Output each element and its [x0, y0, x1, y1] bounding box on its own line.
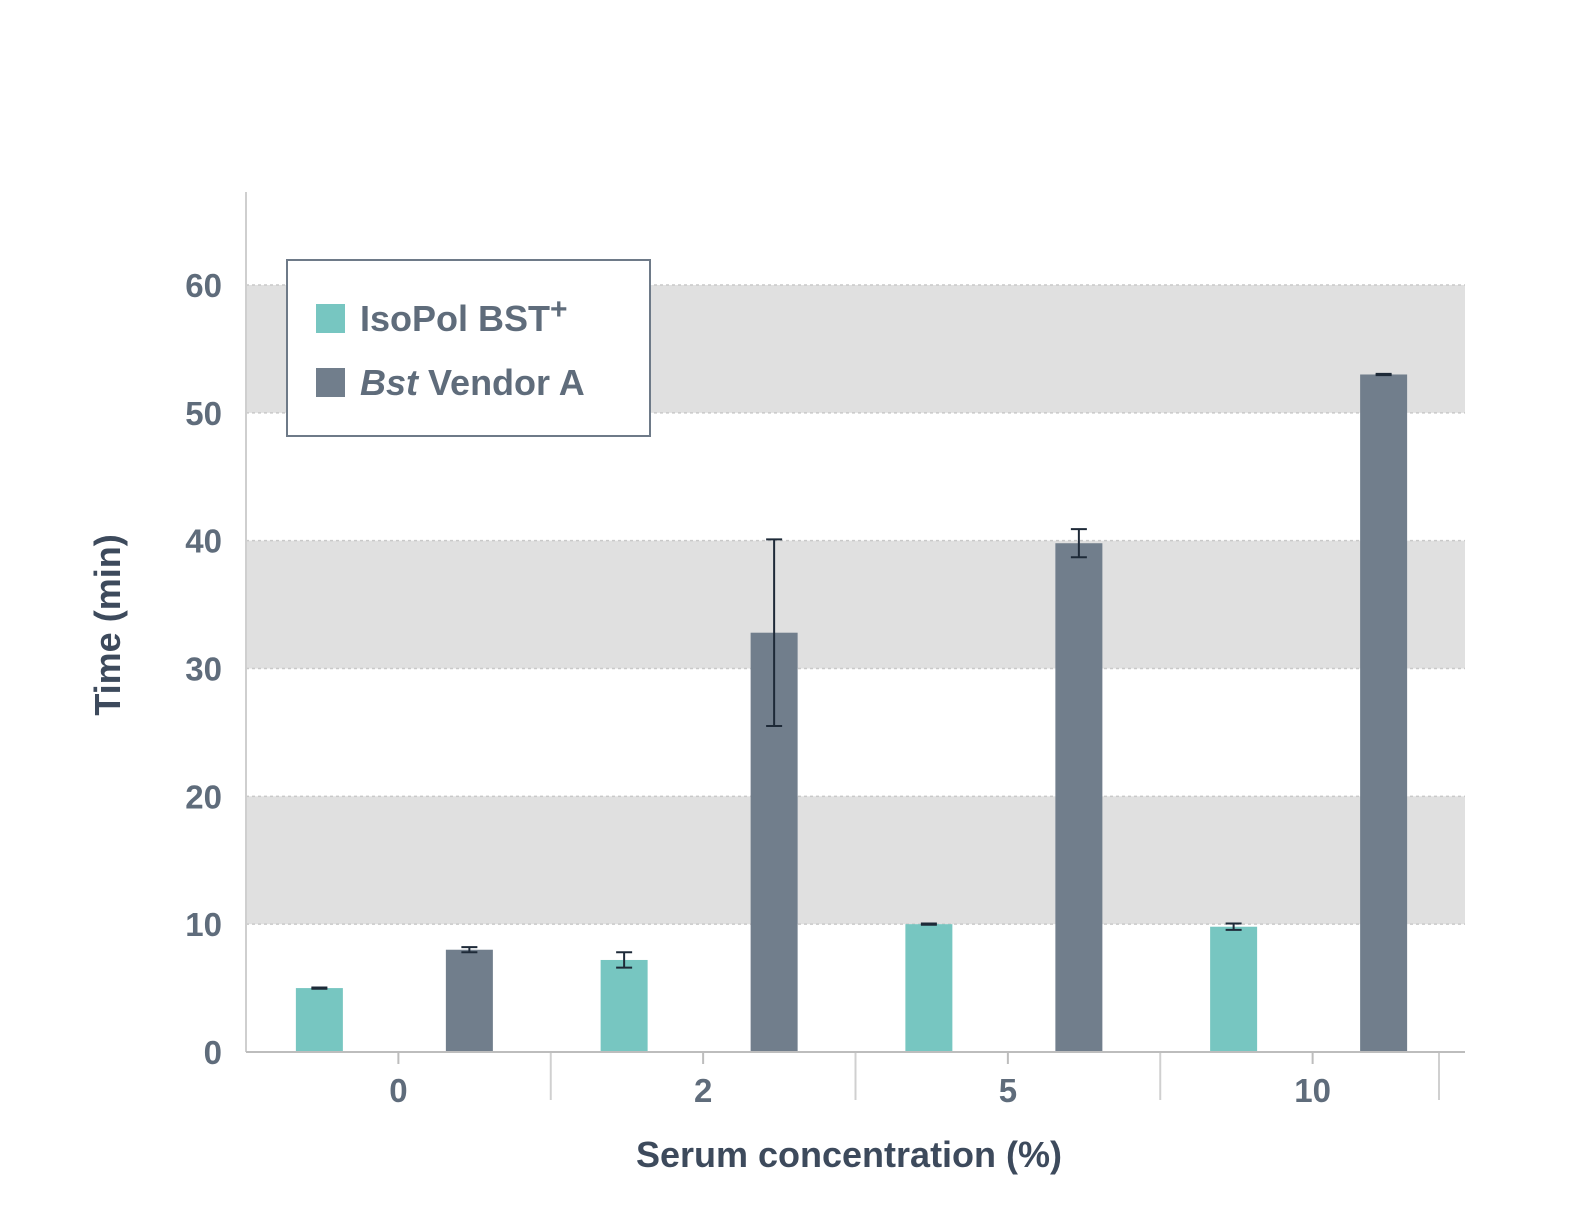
- bar: [295, 988, 343, 1052]
- y-tick-label: 40: [185, 523, 222, 560]
- legend-label-vendor-a-rest: Vendor A: [418, 362, 585, 403]
- axes: [245, 192, 1465, 1100]
- y-axis-title: Time (min): [87, 534, 128, 715]
- bar: [1055, 543, 1103, 1052]
- x-tick-label: 2: [694, 1072, 712, 1109]
- bar: [905, 924, 953, 1052]
- y-tick-label: 0: [204, 1034, 222, 1071]
- legend-label-vendor-a: Bst Vendor A: [360, 362, 585, 403]
- bar: [1210, 926, 1258, 1052]
- bar: [600, 959, 648, 1052]
- x-tick-label: 5: [999, 1072, 1017, 1109]
- y-tick-labels: 0 10 20 30 40 50 60: [185, 267, 222, 1071]
- y-tick-label: 60: [185, 267, 222, 304]
- grid-band: [246, 796, 1465, 925]
- legend-swatch-isopol: [316, 304, 345, 333]
- grid-lines: [246, 284, 1465, 925]
- y-tick-label: 50: [185, 395, 222, 432]
- bars: [295, 374, 1408, 1052]
- x-axis-title: Serum concentration (%): [636, 1134, 1062, 1175]
- legend-label-isopol-main: IsoPol BST: [360, 298, 550, 339]
- x-tick-label: 10: [1294, 1072, 1331, 1109]
- legend: IsoPol BST+ Bst Vendor A: [286, 259, 651, 437]
- x-tick-labels: 0 2 5 10: [389, 1072, 1331, 1109]
- bar: [1360, 374, 1408, 1052]
- grid-band: [246, 540, 1465, 669]
- y-tick-label: 30: [185, 651, 222, 688]
- legend-box: [286, 259, 651, 437]
- bar: [445, 949, 493, 1052]
- legend-label-isopol-sup: +: [550, 293, 568, 326]
- x-tick-label: 0: [389, 1072, 407, 1109]
- y-tick-label: 10: [185, 906, 222, 943]
- legend-label-vendor-a-italic: Bst: [360, 362, 420, 403]
- error-bars: [311, 372, 1392, 990]
- y-tick-label: 20: [185, 778, 222, 815]
- legend-swatch-vendor-a: [316, 368, 345, 397]
- legend-label-isopol: IsoPol BST+: [360, 293, 568, 339]
